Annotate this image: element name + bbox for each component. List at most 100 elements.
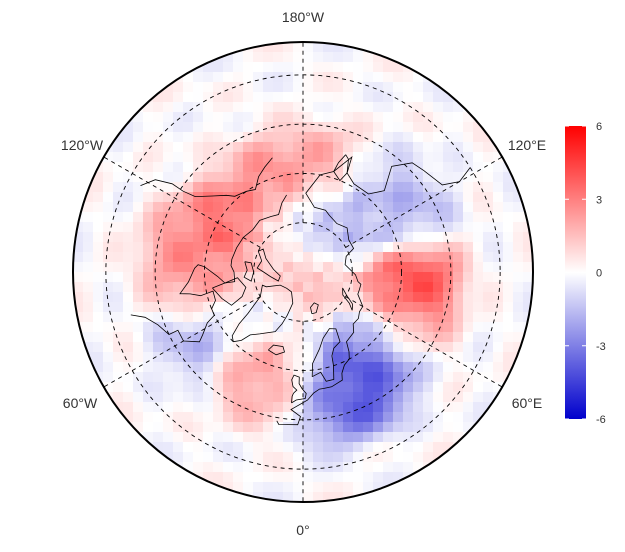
field-cell (363, 62, 374, 73)
field-cell (273, 342, 284, 353)
field-cell (173, 282, 184, 293)
field-cell (483, 332, 494, 343)
field-cell (373, 102, 384, 113)
field-cell (173, 122, 184, 133)
field-cell (223, 342, 234, 353)
field-cell (323, 82, 334, 93)
field-cell (103, 272, 114, 283)
field-cell (183, 82, 194, 93)
field-cell (263, 182, 274, 193)
field-cell (393, 252, 404, 263)
field-cell (153, 152, 164, 163)
field-cell (143, 422, 154, 433)
field-cell (463, 372, 474, 383)
field-cell (463, 292, 474, 303)
field-cell (123, 152, 134, 163)
field-cell (313, 352, 324, 363)
field-cell (363, 332, 374, 343)
field-cell (223, 282, 234, 293)
field-cell (193, 192, 204, 203)
field-cell (73, 282, 84, 293)
field-cell (353, 232, 364, 243)
field-cell (153, 312, 164, 323)
field-cell (383, 132, 394, 143)
field-cell (413, 152, 424, 163)
field-cell (233, 72, 244, 83)
field-cell (253, 162, 264, 173)
field-cell (353, 262, 364, 273)
field-cell (303, 262, 314, 273)
field-cell (273, 332, 284, 343)
field-cell (103, 312, 114, 323)
field-cell (283, 182, 294, 193)
field-cell (393, 332, 404, 343)
field-cell (223, 312, 234, 323)
field-cell (433, 382, 444, 393)
field-cell (233, 162, 244, 173)
field-cell (213, 382, 224, 393)
field-cell (453, 202, 464, 213)
field-cell (243, 442, 254, 453)
field-cell (283, 72, 294, 83)
field-cell (463, 272, 474, 283)
field-cell (143, 132, 154, 143)
field-cell (213, 352, 224, 363)
field-cell (403, 212, 414, 223)
field-cell (303, 252, 314, 263)
field-cell (423, 312, 434, 323)
field-cell (383, 452, 394, 463)
field-cell (443, 182, 454, 193)
field-cell (183, 392, 194, 403)
field-cell (263, 242, 274, 253)
field-cell (293, 102, 304, 113)
field-cell (323, 222, 334, 233)
field-cell (103, 202, 114, 213)
field-cell (273, 482, 284, 493)
field-cell (383, 192, 394, 203)
field-cell (453, 312, 464, 323)
field-cell (263, 342, 274, 353)
field-cell (143, 112, 154, 123)
field-cell (203, 182, 214, 193)
field-cell (363, 462, 374, 473)
field-cell (323, 102, 334, 113)
field-cell (333, 132, 344, 143)
field-cell (423, 182, 434, 193)
field-cell (223, 72, 234, 83)
field-cell (233, 62, 244, 73)
field-cell (303, 462, 314, 473)
field-cell (123, 122, 134, 133)
field-cell (73, 342, 84, 353)
field-cell (263, 152, 274, 163)
field-cell (203, 262, 214, 273)
field-cell (273, 92, 284, 103)
field-cell (103, 302, 114, 313)
field-cell (163, 442, 174, 453)
field-cell (463, 262, 474, 273)
field-cell (443, 422, 454, 433)
field-cell (323, 372, 334, 383)
field-cell (263, 462, 274, 473)
field-cell (293, 82, 304, 93)
field-cell (223, 392, 234, 403)
field-cell (183, 452, 194, 463)
field-cell (323, 342, 334, 353)
field-cell (213, 442, 224, 453)
field-cell (103, 292, 114, 303)
field-cell (83, 202, 94, 213)
field-cell (293, 412, 304, 423)
field-cell (393, 72, 404, 83)
field-cell (253, 152, 264, 163)
field-cell (123, 342, 134, 353)
field-cell (433, 272, 444, 283)
field-cell (113, 402, 124, 413)
field-cell (313, 192, 324, 203)
field-cell (253, 472, 264, 483)
field-cell (163, 422, 174, 433)
field-cell (263, 292, 274, 303)
field-cell (273, 292, 284, 303)
field-cell (503, 192, 514, 203)
field-cell (353, 292, 364, 303)
field-cell (323, 432, 334, 443)
field-cell (343, 112, 354, 123)
